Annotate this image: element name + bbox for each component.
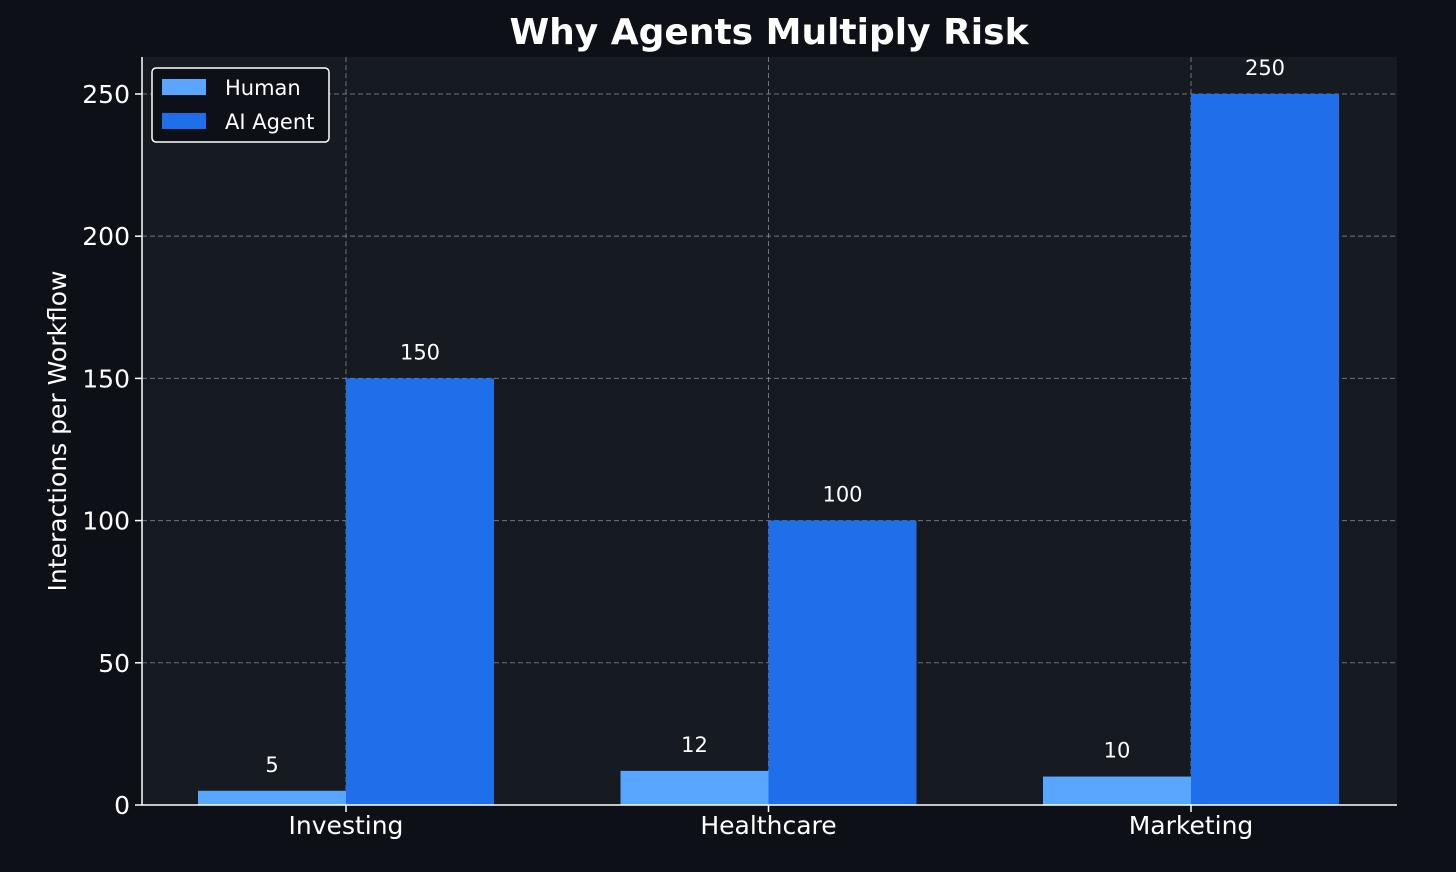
legend-swatch-ai-agent — [162, 113, 206, 129]
bar-ai-agent-healthcare — [768, 520, 917, 805]
legend: Human AI Agent — [151, 67, 330, 143]
data-label-ai-agent-marketing: 250 — [1245, 56, 1285, 80]
x-tick-label-marketing: Marketing — [1129, 811, 1254, 840]
data-label-human-investing: 5 — [265, 753, 278, 777]
legend-label-human: Human — [225, 76, 301, 100]
y-tick-label-0: 0 — [114, 791, 130, 820]
bar-human-healthcare — [620, 770, 769, 805]
axes: 0 50 100 150 200 250 Investing Healthcare Market… — [82, 57, 1397, 840]
chart-title: Why Agents Multiply Risk — [509, 12, 1029, 53]
data-label-human-marketing: 10 — [1104, 739, 1131, 763]
y-tick-label-50: 50 — [98, 649, 130, 678]
data-label-human-healthcare: 12 — [681, 733, 708, 757]
data-label-ai-agent-investing: 150 — [400, 340, 440, 364]
data-labels: 5 12 10 150 100 250 — [265, 56, 1285, 777]
data-label-ai-agent-healthcare: 100 — [822, 483, 862, 507]
y-tick-label-250: 250 — [82, 80, 130, 109]
y-tick-label-100: 100 — [82, 507, 130, 536]
x-tick-label-investing: Investing — [289, 811, 404, 840]
y-tick-label-200: 200 — [82, 222, 130, 251]
bar-ai-agent-marketing — [1191, 93, 1339, 805]
bar-human-marketing — [1043, 776, 1191, 805]
y-tick-label-150: 150 — [82, 364, 130, 393]
legend-label-ai-agent: AI Agent — [225, 110, 314, 134]
bar-ai-agent-investing — [346, 378, 494, 805]
legend-swatch-human — [162, 79, 206, 95]
y-axis-label: Interactions per Workflow — [43, 271, 72, 592]
bars — [198, 93, 1339, 805]
x-tick-label-healthcare: Healthcare — [700, 811, 836, 840]
bar-human-investing — [198, 790, 346, 805]
